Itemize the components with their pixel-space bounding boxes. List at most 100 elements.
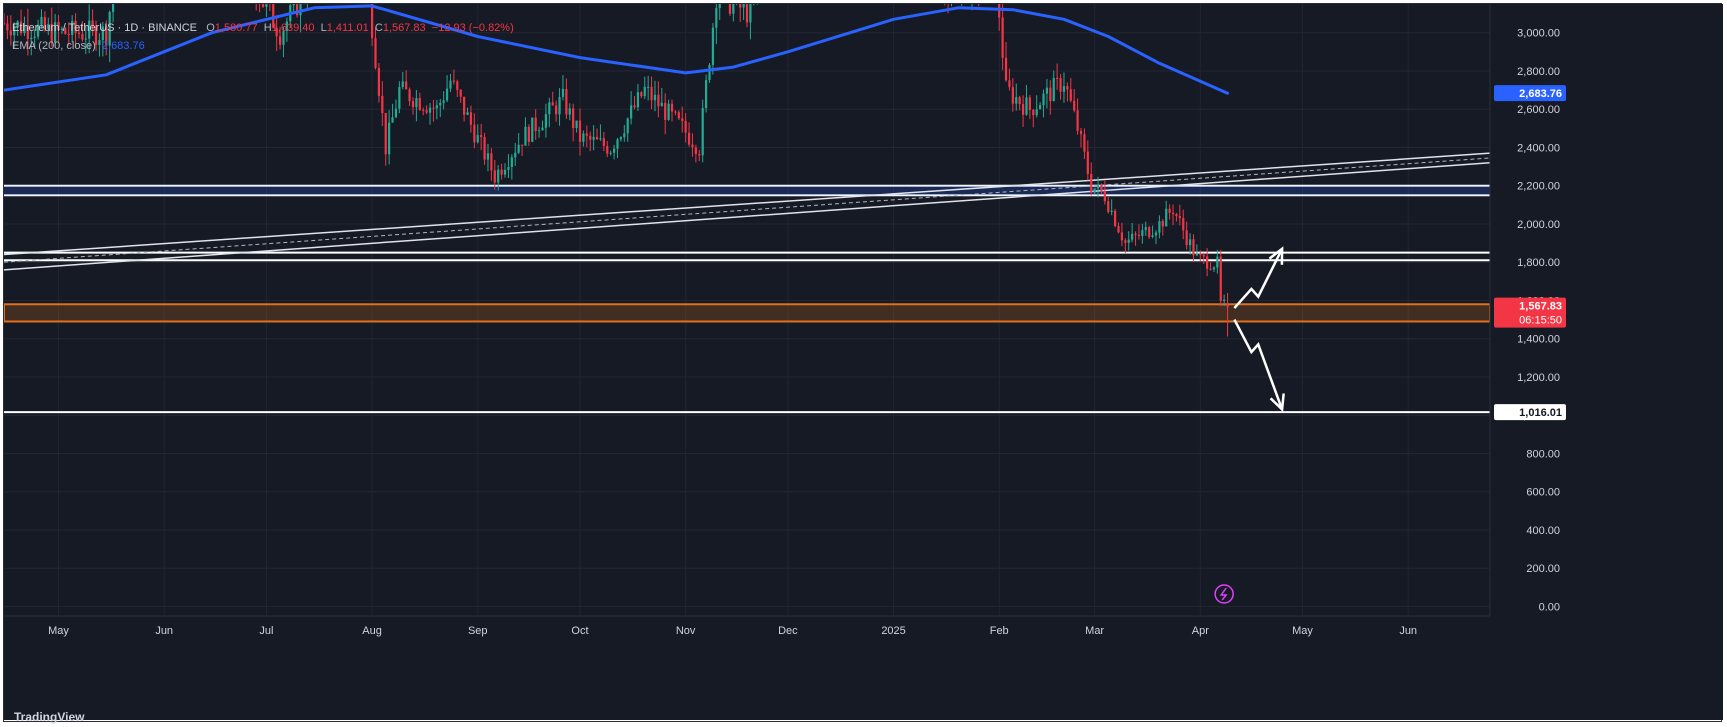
candle-body bbox=[435, 105, 438, 109]
candle-body bbox=[23, 25, 26, 34]
resistance-zone bbox=[4, 185, 1490, 196]
candle-body bbox=[1117, 225, 1120, 233]
last-price-tag[interactable] bbox=[1494, 297, 1566, 328]
price-chart[interactable]: 0.00200.00400.00600.00800.001,000.001,20… bbox=[4, 4, 1723, 720]
candle-body bbox=[551, 102, 554, 106]
candle-body bbox=[47, 23, 50, 30]
trend-channel-lower bbox=[4, 161, 1490, 271]
candle-body bbox=[486, 153, 490, 160]
candle-body bbox=[497, 169, 500, 183]
candle-body bbox=[1202, 254, 1205, 257]
candle-body bbox=[687, 132, 691, 145]
candle-body bbox=[1001, 17, 1004, 58]
candle-body bbox=[16, 21, 19, 28]
ema-label[interactable]: EMA (200, close) bbox=[12, 40, 96, 52]
candle-body bbox=[527, 126, 530, 142]
x-tick-label: Jun bbox=[1399, 625, 1417, 637]
candle-body bbox=[589, 135, 592, 140]
candle-body bbox=[445, 88, 449, 101]
candle-body bbox=[408, 89, 411, 102]
symbol-name[interactable]: Ethereum / TetherUS · 1D · BINANCE bbox=[12, 22, 198, 34]
ema-tag[interactable] bbox=[1494, 85, 1566, 102]
candle-body bbox=[572, 108, 575, 129]
candle-body bbox=[1025, 97, 1028, 115]
candle-body bbox=[67, 33, 70, 35]
candle-body bbox=[660, 102, 663, 107]
candle-body bbox=[64, 28, 67, 34]
candle-body bbox=[1141, 230, 1144, 236]
ema-legend[interactable]: EMA (200, close) 2,683.76 bbox=[12, 40, 145, 52]
candle-body bbox=[715, 8, 718, 28]
candle-body bbox=[1175, 214, 1178, 217]
candle-body bbox=[1028, 97, 1031, 110]
candle-body bbox=[599, 138, 602, 140]
candle-body bbox=[1168, 208, 1171, 213]
candle-body bbox=[558, 96, 561, 115]
candle-body bbox=[623, 133, 626, 138]
x-tick-label: Dec bbox=[778, 625, 798, 637]
candle-body bbox=[91, 20, 94, 27]
bearish-arrow-head bbox=[1269, 393, 1285, 413]
candle-body bbox=[391, 117, 394, 123]
candle-body bbox=[469, 112, 473, 125]
candle-body bbox=[514, 152, 517, 158]
x-tick-label: Apr bbox=[1192, 625, 1209, 637]
candle-body bbox=[1192, 239, 1195, 256]
candle-body bbox=[698, 153, 701, 156]
candle-body bbox=[555, 105, 558, 115]
candle-body bbox=[592, 136, 595, 140]
x-tick-label: Mar bbox=[1085, 625, 1104, 637]
bullish-arrow-head bbox=[1268, 246, 1284, 265]
candle-body bbox=[1120, 232, 1124, 241]
candle-body bbox=[422, 109, 425, 111]
candle-body bbox=[626, 118, 629, 134]
candle-body bbox=[84, 38, 87, 40]
candle-body bbox=[456, 81, 459, 90]
candle-body bbox=[664, 102, 667, 120]
candle-body bbox=[1066, 86, 1069, 90]
candle-body bbox=[578, 120, 582, 142]
candle-body bbox=[520, 144, 524, 146]
candle-body bbox=[1178, 216, 1181, 219]
candle-body bbox=[490, 153, 493, 171]
candle-body bbox=[524, 126, 527, 146]
candle-body bbox=[681, 118, 684, 121]
candle-body bbox=[582, 133, 585, 142]
y-tick-label: 2,200.00 bbox=[1517, 181, 1560, 193]
candle-body bbox=[650, 86, 653, 101]
candle-body bbox=[595, 136, 599, 140]
candle-body bbox=[1083, 134, 1086, 152]
candle-body bbox=[261, 4, 265, 7]
candle-body bbox=[565, 88, 568, 115]
candle-body bbox=[561, 88, 565, 97]
chart-background bbox=[4, 4, 1723, 720]
candle-body bbox=[1212, 267, 1216, 270]
events-icon[interactable] bbox=[1214, 584, 1234, 604]
symbol-legend[interactable]: Ethereum / TetherUS · 1D · BINANCE O1,58… bbox=[12, 22, 514, 34]
candle-body bbox=[1008, 80, 1011, 88]
candle-body bbox=[630, 105, 633, 119]
candle-body bbox=[657, 94, 660, 107]
candle-body bbox=[1206, 256, 1209, 269]
candle-body bbox=[1209, 268, 1212, 270]
x-tick-label: Feb bbox=[990, 625, 1009, 637]
candle-body bbox=[401, 81, 404, 88]
candle-body bbox=[633, 105, 636, 108]
target-tag[interactable] bbox=[1494, 404, 1566, 421]
candle-body bbox=[1042, 93, 1045, 106]
candle-body bbox=[296, 4, 299, 16]
low-label: L bbox=[320, 22, 327, 34]
candle-body bbox=[398, 87, 401, 109]
candle-body bbox=[1110, 210, 1113, 212]
candle-body bbox=[282, 30, 285, 45]
y-tick-label: 1,800.00 bbox=[1517, 257, 1560, 269]
y-tick-label: 0.00 bbox=[1539, 601, 1560, 613]
change-value: −12.93 (−0.82%) bbox=[431, 22, 514, 34]
y-tick-label: 2,800.00 bbox=[1517, 66, 1560, 78]
open-value: 1,580.77 bbox=[214, 22, 258, 34]
high-label: H bbox=[263, 22, 272, 34]
candle-body bbox=[531, 117, 534, 142]
x-tick-label: 2025 bbox=[881, 625, 905, 637]
plot-area[interactable] bbox=[4, 4, 1490, 414]
candle-body bbox=[1096, 184, 1100, 189]
